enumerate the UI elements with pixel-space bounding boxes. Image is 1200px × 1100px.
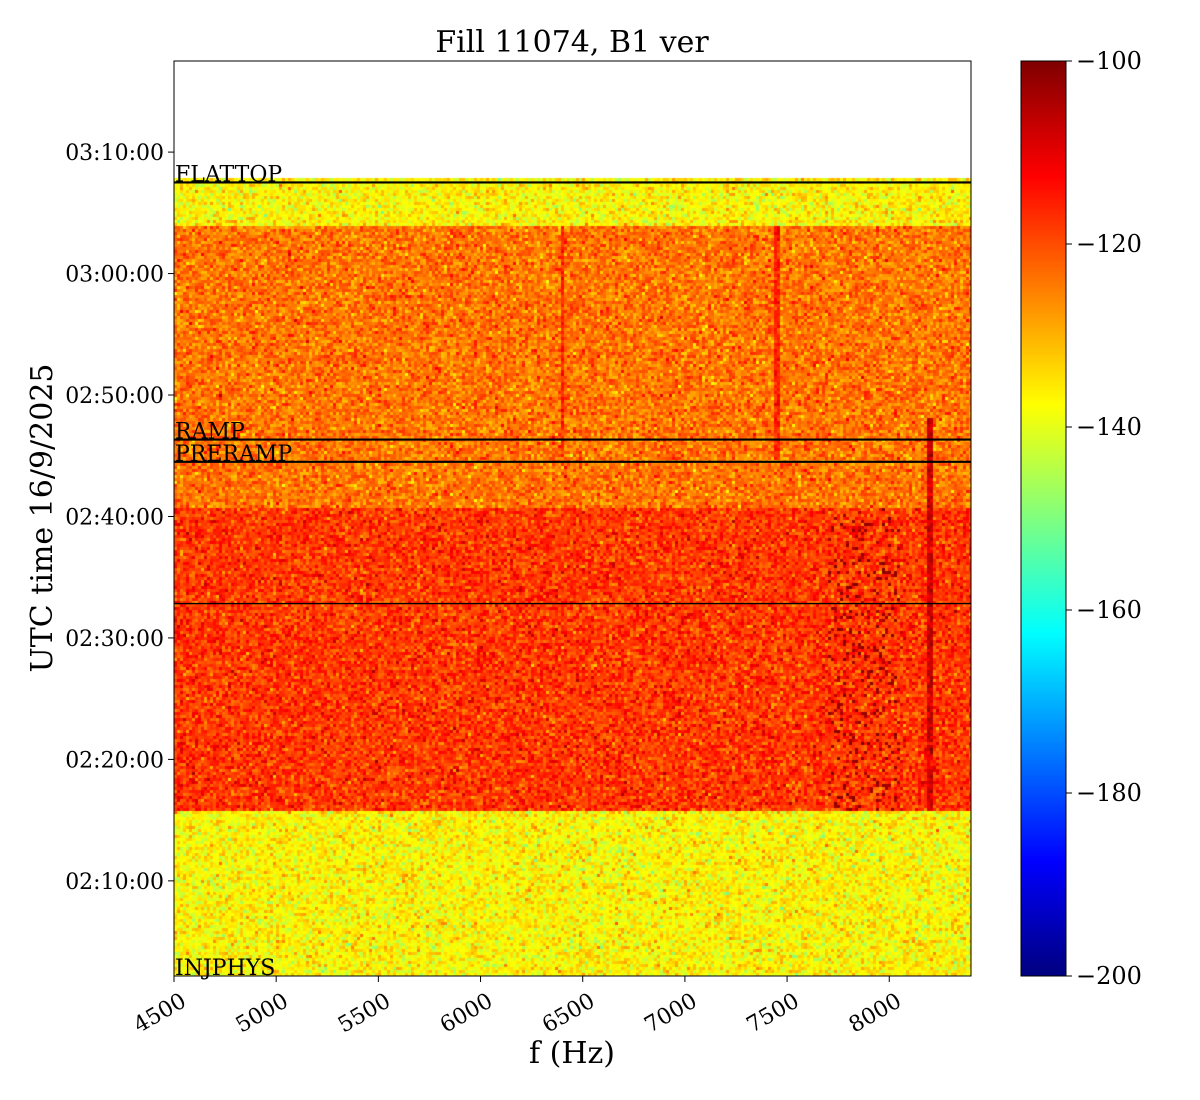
plot-frame	[173, 60, 972, 977]
colorbar-tick-label: −140	[1076, 413, 1142, 441]
annotation-label: PRERAMP	[175, 442, 292, 467]
colorbar-gradient	[1021, 61, 1066, 976]
x-tick-label: 5000	[232, 989, 293, 1039]
x-tick-label: 5500	[334, 989, 395, 1039]
y-axis-label: UTC time 16/9/2025	[25, 364, 60, 673]
x-axis-label: f (Hz)	[529, 1036, 615, 1071]
annotation-label: RAMP	[175, 420, 245, 445]
y-tick-label: 02:30:00	[65, 627, 164, 652]
y-tick-label: 02:20:00	[65, 748, 164, 773]
x-tick-label: 8000	[845, 989, 906, 1039]
x-tick-label: 7500	[743, 989, 804, 1039]
colorbar-tick-label: −100	[1076, 47, 1142, 75]
x-tick-label: 6000	[436, 989, 497, 1039]
x-tick-label: 6500	[538, 989, 599, 1039]
y-tick-label: 02:40:00	[65, 505, 164, 530]
colorbar-tick-label: −200	[1076, 962, 1142, 990]
colorbar-tick-label: −180	[1076, 779, 1142, 807]
annotation-label: INJPHYS	[175, 956, 275, 981]
chart-title: Fill 11074, B1 ver	[435, 25, 709, 60]
colorbar-frame	[1020, 60, 1067, 977]
y-tick-label: 03:10:00	[65, 141, 164, 166]
y-tick-label: 02:50:00	[65, 384, 164, 409]
x-tick-label: 7000	[641, 989, 702, 1039]
y-tick-label: 02:10:00	[65, 870, 164, 895]
colorbar-tick-label: −160	[1076, 596, 1142, 624]
spectrogram-heatmap	[174, 61, 971, 976]
y-tick-label: 03:00:00	[65, 263, 164, 288]
annotation-label: FLATTOP	[175, 162, 282, 187]
x-tick-label: 4500	[130, 989, 191, 1039]
colorbar-tick-label: −120	[1076, 230, 1142, 258]
